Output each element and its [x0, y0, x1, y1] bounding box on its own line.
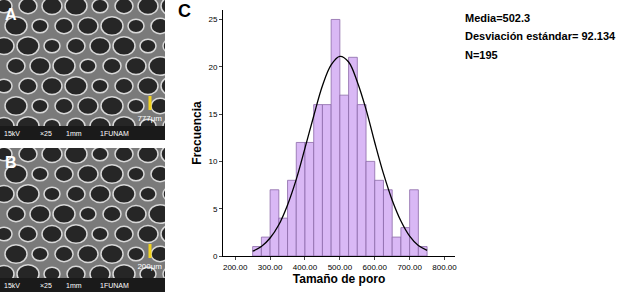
svg-text:777μm: 777μm [137, 114, 162, 123]
svg-text:Frecuencia: Frecuencia [190, 101, 204, 165]
svg-text:200.00: 200.00 [223, 263, 248, 272]
svg-text:200μm: 200μm [137, 262, 162, 271]
svg-text:20: 20 [208, 63, 217, 72]
svg-text:5: 5 [213, 204, 218, 213]
svg-text:1mm: 1mm [66, 282, 82, 289]
svg-text:N=195: N=195 [465, 49, 498, 61]
svg-text:1mm: 1mm [66, 130, 82, 137]
svg-text:Desviación estándar= 92.134: Desviación estándar= 92.134 [465, 30, 616, 42]
svg-text:600.00: 600.00 [363, 263, 388, 272]
svg-text:800.00: 800.00 [432, 263, 457, 272]
svg-text:300.00: 300.00 [258, 263, 283, 272]
svg-text:15: 15 [208, 110, 217, 119]
svg-text:Media=502.3: Media=502.3 [465, 12, 530, 24]
svg-text:500.00: 500.00 [328, 263, 353, 272]
svg-text:700.00: 700.00 [397, 263, 422, 272]
svg-text:C: C [178, 1, 191, 21]
svg-text:25: 25 [208, 15, 217, 24]
svg-text:Tamaño de poro: Tamaño de poro [293, 272, 385, 286]
svg-text:10: 10 [208, 157, 217, 166]
svg-text:×25: ×25 [40, 282, 52, 289]
svg-text:1FUNAM: 1FUNAM [100, 282, 129, 289]
svg-text:A: A [5, 6, 17, 23]
svg-text:0: 0 [213, 252, 218, 261]
svg-text:B: B [5, 154, 17, 171]
svg-text:15kV: 15kV [4, 130, 20, 137]
svg-text:400.00: 400.00 [293, 263, 318, 272]
svg-text:15kV: 15kV [4, 282, 20, 289]
svg-text:×25: ×25 [40, 130, 52, 137]
svg-text:1FUNAM: 1FUNAM [100, 130, 129, 137]
